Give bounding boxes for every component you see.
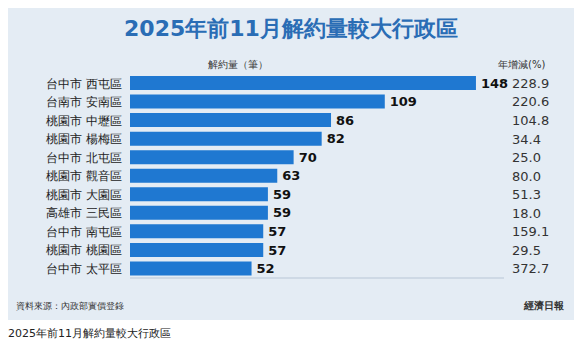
svg-text:高雄市 三民區: 高雄市 三民區: [46, 206, 122, 220]
svg-text:18.0: 18.0: [512, 206, 541, 221]
svg-text:52: 52: [257, 261, 275, 276]
svg-text:桃園市 大園區: 桃園市 大園區: [46, 188, 122, 202]
svg-text:台中市 南屯區: 台中市 南屯區: [46, 225, 122, 239]
svg-text:桃園市 桃園區: 桃園市 桃園區: [46, 243, 122, 257]
svg-text:51.3: 51.3: [512, 187, 541, 202]
svg-text:80.0: 80.0: [512, 169, 541, 184]
svg-text:桃園市 楊梅區: 桃園市 楊梅區: [46, 132, 122, 146]
svg-text:59: 59: [273, 205, 291, 220]
svg-text:159.1: 159.1: [512, 224, 549, 239]
svg-text:59: 59: [273, 187, 291, 202]
svg-text:台南市 安南區: 台南市 安南區: [46, 95, 122, 109]
html-text:年增減(%): 年增減(%): [498, 59, 546, 70]
svg-text:148: 148: [481, 76, 508, 91]
html-text:解約量（筆）: 解約量（筆）: [208, 59, 268, 70]
svg-text:29.5: 29.5: [512, 243, 541, 258]
svg-text:228.9: 228.9: [512, 76, 549, 91]
svg-text:25.0: 25.0: [512, 150, 541, 165]
svg-text:86: 86: [336, 113, 354, 128]
html-text:資料來源：內政部實價登錄: 資料來源：內政部實價登錄: [16, 301, 124, 311]
svg-text:57: 57: [268, 224, 286, 239]
svg-text:220.6: 220.6: [512, 94, 549, 109]
svg-text:109: 109: [390, 94, 417, 109]
svg-text:82: 82: [327, 131, 345, 146]
svg-text:63: 63: [282, 168, 300, 183]
svg-text:桃園市 觀音區: 桃園市 觀音區: [46, 169, 122, 183]
svg-text:台中市 北屯區: 台中市 北屯區: [46, 151, 122, 165]
svg-text:57: 57: [268, 243, 286, 258]
html-text:2025年前11月解約量較大行政區: 2025年前11月解約量較大行政區: [8, 327, 171, 340]
svg-text:104.8: 104.8: [512, 113, 549, 128]
svg-text:桃園市 中壢區: 桃園市 中壢區: [46, 114, 122, 128]
svg-text:372.7: 372.7: [512, 261, 549, 276]
html-text:2025年前11月解約量較大行政區: 2025年前11月解約量較大行政區: [124, 16, 458, 41]
svg-text:台中市 西屯區: 台中市 西屯區: [46, 77, 122, 91]
html-text:經濟日報: 經濟日報: [524, 300, 564, 311]
svg-text:70: 70: [299, 150, 317, 165]
svg-text:台中市 太平區: 台中市 太平區: [46, 262, 122, 276]
svg-text:34.4: 34.4: [512, 132, 541, 147]
